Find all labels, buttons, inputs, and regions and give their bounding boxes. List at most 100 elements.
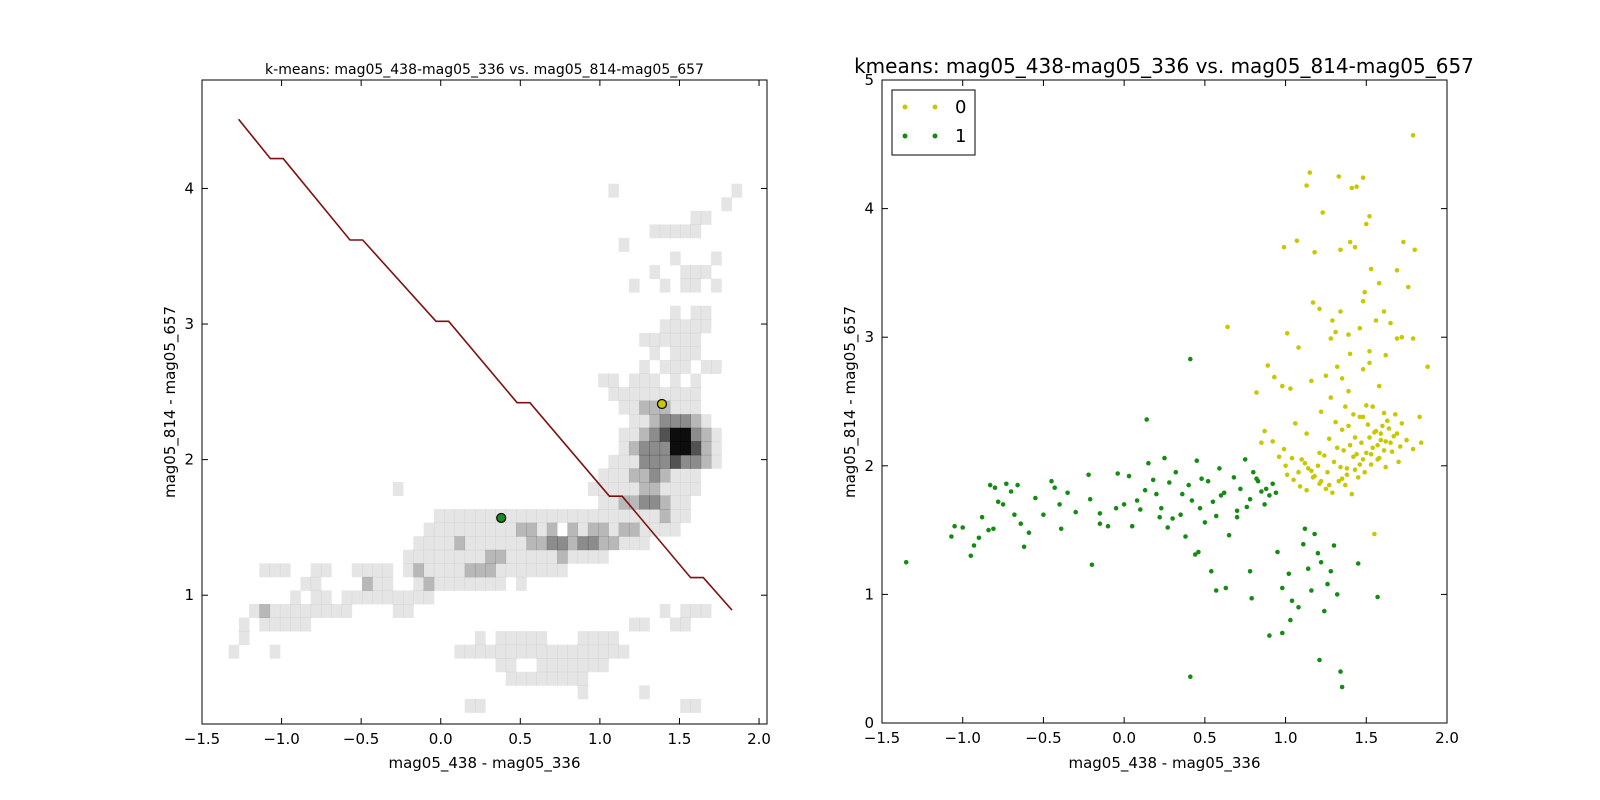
heatmap-cell [669, 387, 681, 402]
heatmap-cell [516, 631, 527, 646]
scatter-point-1 [949, 534, 954, 539]
heatmap-cell [423, 563, 435, 578]
heatmap-cell [659, 522, 671, 537]
heatmap-cell [618, 441, 630, 456]
heatmap-cell [516, 576, 527, 591]
scatter-point-0 [1346, 423, 1351, 429]
heatmap-cell [628, 522, 640, 537]
heatmap-cell [721, 197, 732, 212]
scatter-point-1 [1249, 596, 1254, 601]
heatmap-cell [474, 576, 486, 591]
scatter-point-1 [979, 514, 985, 520]
heatmap-cell [557, 644, 568, 659]
scatter-point-0 [1383, 352, 1388, 358]
scatter-point-0 [1383, 439, 1388, 444]
scatter-point-1 [1018, 521, 1024, 526]
scatter-point-0 [1391, 433, 1396, 439]
heatmap-cell [290, 617, 301, 632]
scatter-point-0 [1381, 309, 1387, 314]
heatmap-cell [577, 549, 589, 564]
heatmap-cell [608, 387, 620, 402]
heatmap-cell [700, 604, 712, 618]
heatmap-cell [649, 427, 661, 442]
right-y-tick-label: 5 [864, 71, 874, 89]
scatter-point-1 [1021, 544, 1027, 550]
scatter-point-1 [1188, 356, 1193, 362]
scatter-point-1 [1057, 502, 1062, 507]
scatter-point-0 [1341, 448, 1346, 453]
scatter-point-1 [1154, 491, 1159, 497]
heatmap-cell [505, 536, 517, 551]
heatmap-cell [669, 617, 681, 632]
scatter-point-1 [1210, 499, 1216, 505]
scatter-point-1 [1226, 532, 1232, 538]
heatmap-cell [628, 387, 640, 402]
scatter-point-1 [995, 499, 1001, 505]
left-x-tick-label: −0.5 [343, 730, 379, 748]
heatmap-cell [536, 549, 548, 564]
scatter-point-1 [1259, 489, 1264, 494]
scatter-point-0 [1360, 414, 1366, 420]
scatter-point-0 [1347, 442, 1353, 448]
heatmap-cell [269, 617, 281, 632]
scatter-point-0 [1375, 457, 1380, 462]
scatter-point-1 [952, 523, 957, 529]
scatter-point-1 [1197, 505, 1203, 511]
heatmap-cell [628, 400, 640, 415]
left-y-axis-ticks: 1 2 3 4 [184, 179, 767, 604]
scatter-point-1 [1041, 512, 1046, 517]
scatter-point-0 [1393, 412, 1398, 417]
scatter-point-1 [1178, 512, 1183, 517]
heatmap-cell [505, 644, 517, 659]
left-plot-area [201, 79, 768, 725]
scatter-point-0 [1401, 239, 1406, 245]
heatmap-cell [546, 658, 558, 673]
scatter-point-0 [1343, 404, 1348, 409]
right-y-tick-label: 1 [864, 585, 874, 603]
heatmap-cell [690, 373, 702, 388]
heatmap-cell [320, 590, 332, 605]
heatmap-cell [669, 495, 681, 510]
scatter-point-1 [1121, 502, 1127, 507]
heatmap-cell [680, 319, 691, 334]
heatmap-cell [454, 563, 466, 578]
heatmap-cell [485, 549, 496, 564]
heatmap-cell [577, 685, 589, 700]
heatmap-cell [639, 387, 650, 402]
scatter-point-1 [1318, 560, 1324, 565]
heatmap-cell [536, 563, 548, 578]
heatmap-cell [659, 224, 671, 239]
heatmap-cell [649, 373, 661, 388]
heatmap-cell [690, 387, 702, 402]
scatter-point-0 [1406, 284, 1411, 290]
scatter-point-0 [1294, 238, 1300, 244]
scatter-point-0 [1328, 336, 1334, 341]
heatmap-cell [577, 536, 589, 551]
heatmap-cell [659, 332, 671, 347]
heatmap-cell [690, 346, 702, 361]
scatter-point-1 [1004, 481, 1009, 487]
heatmap-cell [320, 604, 332, 618]
heatmap-cell [536, 631, 548, 646]
heatmap-cell [649, 509, 661, 524]
heatmap-cell [618, 536, 630, 551]
heatmap-cell [382, 590, 394, 605]
heatmap-cell [690, 210, 702, 225]
heatmap-cell [711, 454, 722, 469]
heatmap-cell [680, 224, 691, 239]
heatmap-cell [649, 346, 661, 361]
scatter-point-1 [1087, 496, 1093, 502]
heatmap-cell [628, 536, 640, 551]
scatter-point-0 [1317, 306, 1322, 312]
heatmap-cell [464, 563, 476, 578]
heatmap-cell [639, 427, 650, 442]
left-axes-frame [201, 79, 768, 725]
scatter-point-0 [1331, 459, 1337, 465]
scatter-point-0 [1360, 298, 1366, 304]
heatmap-cell [618, 644, 630, 659]
heatmap-cell [669, 454, 681, 469]
heatmap-cell [423, 590, 435, 605]
heatmap-cell [546, 644, 558, 659]
right-y-tick-label: 4 [864, 200, 874, 218]
scatter-point-1 [1199, 476, 1204, 482]
